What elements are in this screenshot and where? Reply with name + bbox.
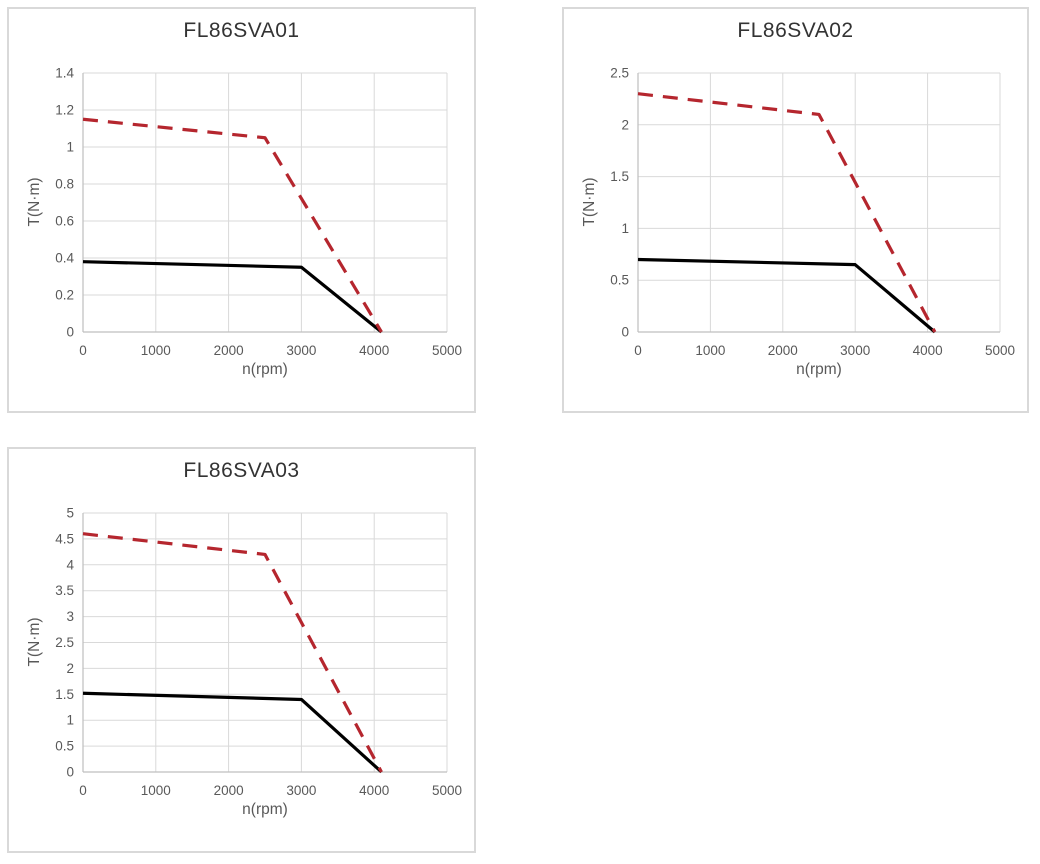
svg-text:1.5: 1.5 bbox=[610, 169, 629, 184]
svg-text:3000: 3000 bbox=[286, 343, 316, 358]
svg-text:0: 0 bbox=[66, 765, 74, 780]
svg-text:4: 4 bbox=[66, 557, 74, 572]
y-axis-label: T(N·m) bbox=[581, 177, 598, 227]
svg-text:3: 3 bbox=[66, 609, 74, 624]
svg-text:0.6: 0.6 bbox=[55, 214, 74, 229]
torque-speed-plot: 0 1000 2000 3000 4000 5000 0 0.5 1 1.5 2 2.5 bbox=[610, 66, 1015, 359]
svg-text:1: 1 bbox=[66, 713, 74, 728]
svg-text:0.8: 0.8 bbox=[55, 177, 74, 192]
svg-text:0: 0 bbox=[79, 343, 87, 358]
svg-text:4000: 4000 bbox=[359, 343, 389, 358]
torque-speed-plot: 0 1000 2000 3000 4000 5000 0 0.5 1 1.5 2 2.5 3 3.5 4 4.… bbox=[55, 506, 462, 799]
svg-text:1.2: 1.2 bbox=[55, 103, 74, 118]
y-axis-label: T(N·m) bbox=[26, 177, 43, 227]
svg-text:0: 0 bbox=[79, 783, 87, 798]
chart-panel-fl86sva03: 0 1000 2000 3000 4000 5000 0 0.5 1 1.5 2 2.5 3 3.5 4 4.… bbox=[7, 447, 476, 853]
svg-text:3000: 3000 bbox=[840, 343, 870, 358]
svg-text:2.5: 2.5 bbox=[55, 635, 74, 650]
svg-text:3.5: 3.5 bbox=[55, 583, 74, 598]
svg-text:1: 1 bbox=[66, 140, 74, 155]
svg-text:5: 5 bbox=[66, 506, 74, 521]
svg-text:4.5: 4.5 bbox=[55, 531, 74, 546]
x-axis-label: n(rpm) bbox=[242, 361, 288, 378]
torque-speed-plot: 0 1000 2000 3000 4000 5000 0 0.2 0.4 0.6 0.8 1 1.2 1.… bbox=[55, 66, 462, 359]
svg-text:0: 0 bbox=[621, 325, 629, 340]
chart-title: FL86SVA01 bbox=[183, 19, 300, 42]
chart-title: FL86SVA02 bbox=[737, 19, 854, 42]
x-axis-label: n(rpm) bbox=[242, 801, 288, 818]
svg-text:4000: 4000 bbox=[359, 783, 389, 798]
svg-text:5000: 5000 bbox=[432, 783, 462, 798]
svg-text:2: 2 bbox=[66, 661, 74, 676]
x-axis-label: n(rpm) bbox=[796, 361, 842, 378]
svg-text:0.5: 0.5 bbox=[610, 273, 629, 288]
svg-text:1: 1 bbox=[621, 221, 629, 236]
svg-text:0: 0 bbox=[66, 325, 74, 340]
svg-text:0.5: 0.5 bbox=[55, 739, 74, 754]
svg-text:2.5: 2.5 bbox=[610, 66, 629, 81]
svg-text:4000: 4000 bbox=[913, 343, 943, 358]
svg-text:2: 2 bbox=[621, 117, 629, 132]
svg-text:0: 0 bbox=[634, 343, 642, 358]
y-axis-label: T(N·m) bbox=[26, 617, 43, 667]
svg-text:1.4: 1.4 bbox=[55, 66, 74, 81]
chart-panel-fl86sva01: 0 1000 2000 3000 4000 5000 0 0.2 0.4 0.6 0.8 1 1.2 1.… bbox=[7, 7, 476, 413]
svg-text:3000: 3000 bbox=[286, 783, 316, 798]
chart-panel-fl86sva02: 0 1000 2000 3000 4000 5000 0 0.5 1 1.5 2 2.5 FL86SV… bbox=[562, 7, 1029, 413]
svg-text:0.4: 0.4 bbox=[55, 251, 74, 266]
svg-text:5000: 5000 bbox=[432, 343, 462, 358]
svg-text:1000: 1000 bbox=[695, 343, 725, 358]
svg-text:2000: 2000 bbox=[214, 783, 244, 798]
svg-text:1.5: 1.5 bbox=[55, 687, 74, 702]
svg-text:5000: 5000 bbox=[985, 343, 1015, 358]
svg-text:1000: 1000 bbox=[141, 783, 171, 798]
svg-text:2000: 2000 bbox=[214, 343, 244, 358]
chart-title: FL86SVA03 bbox=[183, 459, 300, 482]
svg-text:0.2: 0.2 bbox=[55, 288, 74, 303]
svg-text:2000: 2000 bbox=[768, 343, 798, 358]
svg-text:1000: 1000 bbox=[141, 343, 171, 358]
